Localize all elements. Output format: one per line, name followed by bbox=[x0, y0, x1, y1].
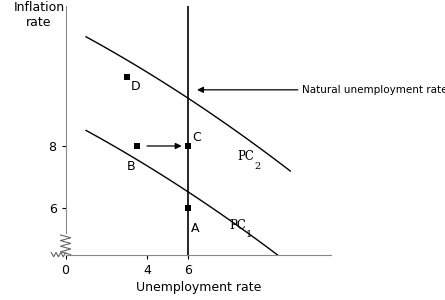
Text: Natural unemployment rate: Natural unemployment rate bbox=[303, 85, 445, 95]
Text: D: D bbox=[130, 80, 140, 94]
X-axis label: Unemployment rate: Unemployment rate bbox=[136, 281, 261, 294]
Text: 1: 1 bbox=[246, 230, 252, 239]
Text: C: C bbox=[192, 131, 201, 144]
Text: A: A bbox=[190, 223, 199, 236]
Text: 2: 2 bbox=[254, 162, 260, 171]
Y-axis label: Inflation
rate: Inflation rate bbox=[13, 1, 65, 28]
Text: B: B bbox=[127, 160, 135, 173]
Text: PC: PC bbox=[237, 150, 254, 163]
Text: PC: PC bbox=[229, 219, 246, 232]
